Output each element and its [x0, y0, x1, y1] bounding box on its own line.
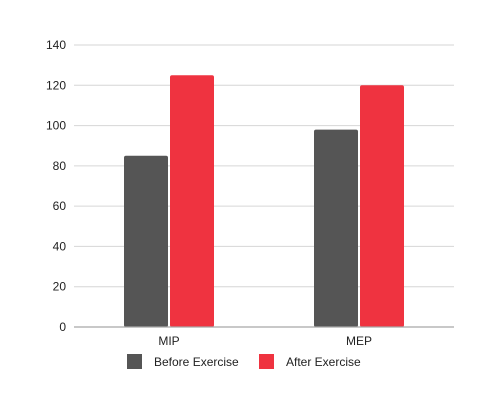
x-category-label: MEP	[346, 334, 372, 348]
y-tick-label: 80	[53, 159, 67, 173]
bar-mip-before-exercise	[124, 155, 168, 327]
bar-mep-after-exercise	[360, 85, 404, 328]
legend: Before Exercise After Exercise	[127, 354, 361, 369]
bar-mip-after-exercise	[170, 75, 214, 327]
y-axis-tick-labels: 0 20 40 60 80 100 120 140	[46, 38, 66, 334]
x-category-label: MIP	[158, 334, 179, 348]
x-axis-category-labels: MIP MEP	[158, 334, 372, 348]
y-tick-label: 0	[59, 320, 66, 334]
legend-label: After Exercise	[286, 355, 361, 369]
y-tick-label: 40	[53, 239, 67, 253]
y-tick-label: 140	[46, 38, 66, 52]
legend-label: Before Exercise	[154, 355, 239, 369]
legend-swatch	[259, 354, 274, 369]
legend-swatch	[127, 354, 142, 369]
bar-mep-before-exercise	[314, 129, 358, 327]
bars	[124, 75, 404, 328]
y-tick-label: 20	[53, 280, 67, 294]
y-tick-label: 120	[46, 78, 66, 92]
y-tick-label: 60	[53, 199, 67, 213]
y-tick-label: 100	[46, 119, 66, 133]
